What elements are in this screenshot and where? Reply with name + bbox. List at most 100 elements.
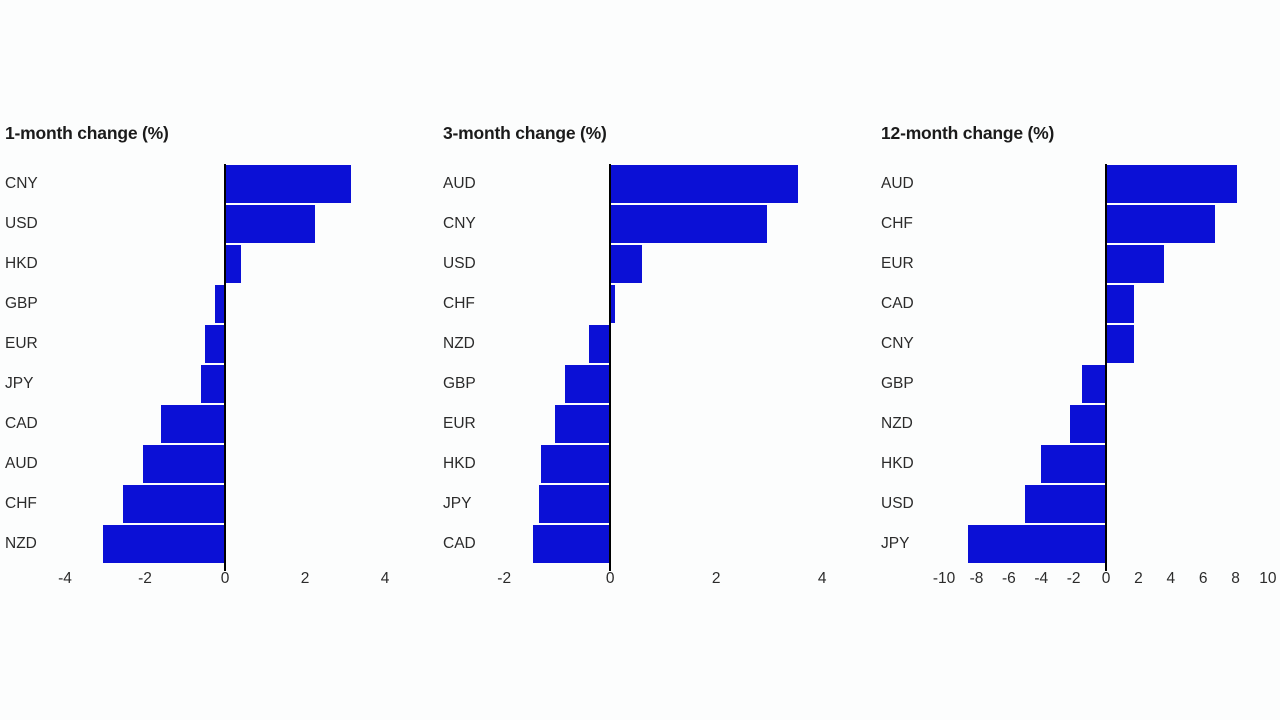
category-label-gbp: GBP	[881, 375, 914, 392]
category-labels-column: AUD CNY USD CHF NZD GBP EUR HKD JPY CAD	[443, 164, 483, 592]
category-label-cny: CNY	[5, 175, 38, 192]
bar-nzd	[1070, 405, 1106, 443]
category-label-eur: EUR	[881, 255, 914, 272]
zero-axis-line	[1105, 164, 1107, 571]
zero-axis-line	[609, 164, 612, 571]
bar-nzd	[103, 525, 225, 563]
bar-eur	[554, 405, 611, 443]
bar-cad	[1106, 285, 1134, 323]
x-tick-label: 6	[1198, 570, 1208, 587]
category-label-chf: CHF	[5, 495, 37, 512]
plot-area	[45, 164, 405, 571]
bar-cny	[225, 165, 351, 203]
x-axis: -2 0 2 4	[483, 570, 854, 592]
bar-usd	[225, 205, 315, 243]
category-label-eur: EUR	[443, 415, 476, 432]
bar-jpy	[538, 485, 611, 523]
category-label-usd: USD	[881, 495, 914, 512]
category-label-nzd: NZD	[881, 415, 913, 432]
category-label-cad: CAD	[5, 415, 38, 432]
plot-area	[483, 164, 854, 571]
bar-chf	[1106, 205, 1216, 243]
bar-jpy	[968, 525, 1106, 563]
bar-usd	[610, 245, 642, 283]
x-tick-label: -2	[138, 570, 152, 587]
chart-title: 12-month change (%)	[881, 123, 1055, 143]
bar-cny	[610, 205, 767, 243]
bar-aud	[1106, 165, 1238, 203]
bar-nzd	[589, 325, 611, 363]
bar-gbp	[565, 365, 611, 403]
bar-jpy	[201, 365, 225, 403]
currency-change-charts: 1-month change (%) CNY USD HKD GBP EUR JPY CAD…	[0, 122, 1280, 602]
x-axis: -10 -8 -6 -4 -2 0 2 4 6 8 10	[932, 570, 1277, 592]
x-tick-label: -6	[1001, 570, 1016, 587]
bar-cad	[161, 405, 225, 443]
bar-aud	[143, 445, 225, 483]
bar-hkd	[541, 445, 611, 483]
chart-title: 1-month change (%)	[5, 123, 169, 143]
bar-aud	[610, 165, 799, 203]
x-tick-label: 2	[1134, 570, 1143, 587]
x-axis: -4 -2 0 2 4	[45, 570, 405, 592]
category-labels-column: AUD CHF EUR CAD CNY GBP NZD HKD USD JPY	[881, 164, 936, 592]
category-label-usd: USD	[443, 255, 476, 272]
category-label-eur: EUR	[5, 335, 38, 352]
category-label-cny: CNY	[881, 335, 914, 352]
x-tick-label: 4	[380, 570, 390, 587]
x-tick-label: 0	[1101, 570, 1111, 587]
bar-eur	[1106, 245, 1165, 283]
category-label-cad: CAD	[443, 535, 476, 552]
plot-area	[936, 164, 1276, 571]
x-tick-label: 2	[711, 570, 721, 587]
x-tick-label: -8	[969, 570, 984, 587]
category-label-hkd: HKD	[443, 455, 476, 472]
chart-3-month: 3-month change (%) AUD CNY USD CHF NZD GBP EUR…	[443, 122, 854, 592]
chart-12-month: 12-month change (%) AUD CHF EUR CAD CNY GBP NZ…	[881, 122, 1277, 592]
chart-body: AUD CHF EUR CAD CNY GBP NZD HKD USD JPY -10 -8 -6 -4…	[881, 164, 1277, 592]
x-tick-label: 10	[1259, 570, 1277, 587]
bar-cny	[1106, 325, 1134, 363]
category-label-gbp: GBP	[5, 295, 38, 312]
category-label-jpy: JPY	[881, 535, 910, 552]
bar-chf	[610, 285, 616, 323]
category-label-nzd: NZD	[443, 335, 475, 352]
x-tick-label: -10	[932, 570, 956, 587]
category-label-jpy: JPY	[443, 495, 472, 512]
bar-gbp	[1081, 365, 1106, 403]
x-tick-label: -2	[497, 570, 512, 587]
chart-title: 3-month change (%)	[443, 123, 607, 143]
x-tick-label: 0	[220, 570, 230, 587]
chart-body: AUD CNY USD CHF NZD GBP EUR HKD JPY CAD -2 0 2 4	[443, 164, 854, 592]
bar-chf	[123, 485, 225, 523]
bar-eur	[205, 325, 225, 363]
bar-hkd	[1041, 445, 1106, 483]
x-tick-label: 0	[605, 570, 615, 587]
category-label-chf: CHF	[881, 215, 913, 232]
x-tick-label: 2	[300, 570, 310, 587]
category-label-jpy: JPY	[5, 375, 34, 392]
category-label-nzd: NZD	[5, 535, 37, 552]
category-label-gbp: GBP	[443, 375, 476, 392]
category-labels-column: CNY USD HKD GBP EUR JPY CAD AUD CHF NZD	[5, 164, 45, 592]
x-tick-label: 4	[817, 570, 827, 587]
category-label-usd: USD	[5, 215, 38, 232]
bar-gbp	[215, 285, 225, 323]
chart-1-month: 1-month change (%) CNY USD HKD GBP EUR JPY CAD…	[5, 122, 405, 592]
chart-body: CNY USD HKD GBP EUR JPY CAD AUD CHF NZD -4 -2 0 2 4	[5, 164, 405, 592]
category-label-aud: AUD	[881, 175, 914, 192]
bar-usd	[1025, 485, 1106, 523]
category-label-chf: CHF	[443, 295, 475, 312]
x-tick-label: -2	[1066, 570, 1081, 587]
x-tick-label: -4	[1034, 570, 1049, 587]
category-label-hkd: HKD	[881, 455, 914, 472]
bar-hkd	[225, 245, 241, 283]
category-label-hkd: HKD	[5, 255, 38, 272]
category-label-cad: CAD	[881, 295, 914, 312]
category-label-aud: AUD	[443, 175, 476, 192]
x-tick-label: 8	[1231, 570, 1240, 587]
category-label-cny: CNY	[443, 215, 476, 232]
x-tick-label: -4	[58, 570, 72, 587]
x-tick-label: 4	[1166, 570, 1176, 587]
zero-axis-line	[224, 164, 226, 571]
